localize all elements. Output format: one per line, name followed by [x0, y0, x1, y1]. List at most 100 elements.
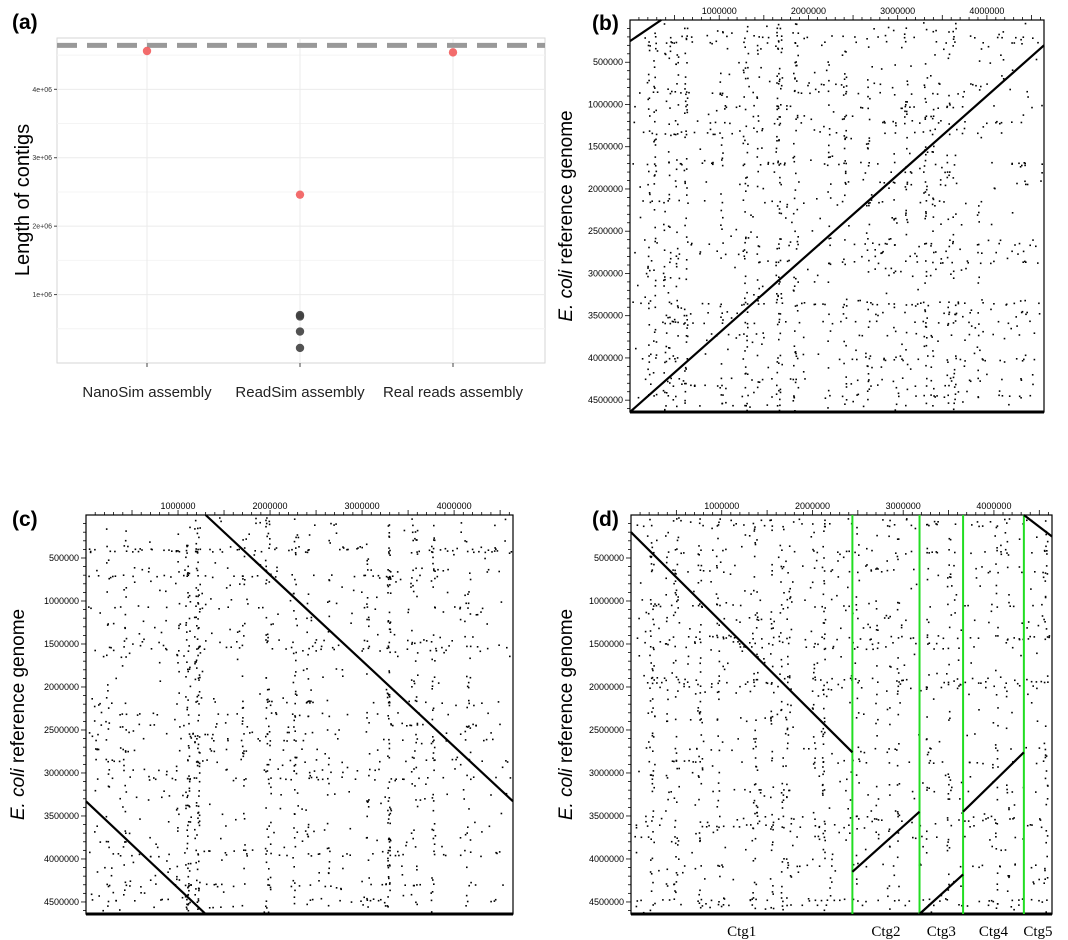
repeat-dot: [730, 519, 732, 522]
repeat-dot: [844, 50, 846, 53]
repeat-dot: [775, 151, 777, 153]
repeat-dot: [1035, 864, 1037, 866]
repeat-dot: [959, 248, 961, 251]
repeat-dot: [291, 574, 293, 576]
repeat-dot: [683, 683, 685, 685]
repeat-dot: [698, 522, 701, 525]
repeat-dot: [980, 200, 983, 203]
repeat-dot: [922, 320, 925, 323]
repeat-dot: [867, 79, 869, 81]
repeat-dot: [718, 690, 720, 693]
repeat-dot: [115, 900, 117, 902]
repeat-dot: [125, 713, 128, 716]
repeat-dot: [168, 853, 170, 856]
repeat-dot: [893, 94, 896, 96]
repeat-dot: [771, 200, 773, 203]
repeat-dot: [652, 618, 654, 621]
repeat-dot: [794, 189, 797, 191]
repeat-dot: [201, 670, 204, 673]
repeat-dot: [227, 739, 229, 742]
repeat-dot: [651, 732, 654, 735]
repeat-dot: [831, 155, 834, 157]
repeat-dot: [291, 713, 294, 715]
repeat-dot: [959, 798, 961, 800]
repeat-dot: [828, 262, 830, 265]
repeat-dot: [926, 77, 929, 79]
repeat-dot: [901, 343, 903, 346]
repeat-dot: [387, 876, 390, 878]
repeat-dot: [330, 522, 332, 525]
repeat-dot: [741, 650, 744, 652]
repeat-dot: [937, 122, 940, 124]
repeat-dot: [650, 859, 652, 861]
repeat-dot: [647, 108, 650, 110]
repeat-dot: [995, 251, 997, 254]
repeat-dot: [674, 180, 677, 182]
repeat-dot: [123, 764, 125, 767]
repeat-dot: [1044, 748, 1047, 751]
repeat-dot: [847, 518, 850, 520]
repeat-dot: [649, 700, 652, 702]
repeat-dot: [267, 836, 270, 838]
repeat-dot: [789, 830, 792, 833]
repeat-dot: [265, 900, 268, 902]
repeat-dot: [689, 313, 692, 315]
repeat-dot: [414, 531, 417, 533]
repeat-dot: [667, 151, 670, 153]
repeat-dot: [304, 761, 306, 763]
repeat-dot: [677, 536, 680, 539]
repeat-dot: [176, 807, 179, 810]
repeat-dot: [844, 137, 846, 140]
repeat-dot: [376, 596, 378, 599]
repeat-dot: [792, 212, 795, 215]
repeat-dot: [798, 518, 801, 521]
repeat-dot: [1009, 605, 1011, 607]
repeat-dot: [402, 739, 404, 741]
repeat-dot: [805, 646, 808, 648]
repeat-dot: [184, 569, 186, 571]
repeat-dot: [925, 322, 927, 324]
repeat-dot: [997, 724, 999, 727]
repeat-dot: [699, 906, 702, 909]
repeat-dot: [1011, 899, 1014, 902]
repeat-dot: [773, 691, 775, 694]
repeat-dot: [293, 866, 295, 868]
repeat-dot: [947, 322, 950, 325]
repeat-dot: [974, 733, 976, 735]
repeat-dot: [359, 546, 361, 548]
repeat-dot: [1029, 635, 1031, 638]
repeat-dot: [301, 748, 303, 750]
repeat-dot: [721, 741, 724, 743]
repeat-dot: [88, 732, 91, 734]
repeat-dot: [178, 602, 181, 605]
y-axis-label-species: E. coli: [556, 269, 577, 322]
repeat-dot: [947, 838, 950, 841]
repeat-dot: [289, 599, 292, 602]
repeat-dot: [226, 567, 229, 569]
repeat-dot: [308, 647, 310, 650]
repeat-dot: [94, 789, 97, 792]
repeat-dot: [741, 304, 743, 306]
repeat-dot: [676, 405, 678, 408]
repeat-dot: [1044, 878, 1046, 880]
repeat-dot: [139, 713, 141, 715]
repeat-dot: [242, 706, 245, 709]
repeat-dot: [469, 645, 472, 648]
repeat-dot: [397, 850, 399, 853]
repeat-dot: [939, 900, 941, 902]
repeat-dot: [739, 183, 741, 186]
repeat-dot: [925, 688, 928, 690]
repeat-dot: [1015, 316, 1017, 318]
repeat-dot: [1032, 881, 1035, 883]
repeat-dot: [763, 795, 766, 797]
repeat-dot: [1013, 817, 1015, 819]
repeat-dot: [845, 298, 848, 301]
repeat-dot: [466, 685, 469, 688]
repeat-dot: [699, 657, 702, 659]
repeat-dot: [667, 698, 669, 701]
repeat-dot: [353, 575, 356, 578]
repeat-dot: [992, 763, 994, 766]
repeat-dot: [294, 730, 296, 732]
repeat-dot: [306, 551, 309, 554]
repeat-dot: [827, 156, 830, 159]
